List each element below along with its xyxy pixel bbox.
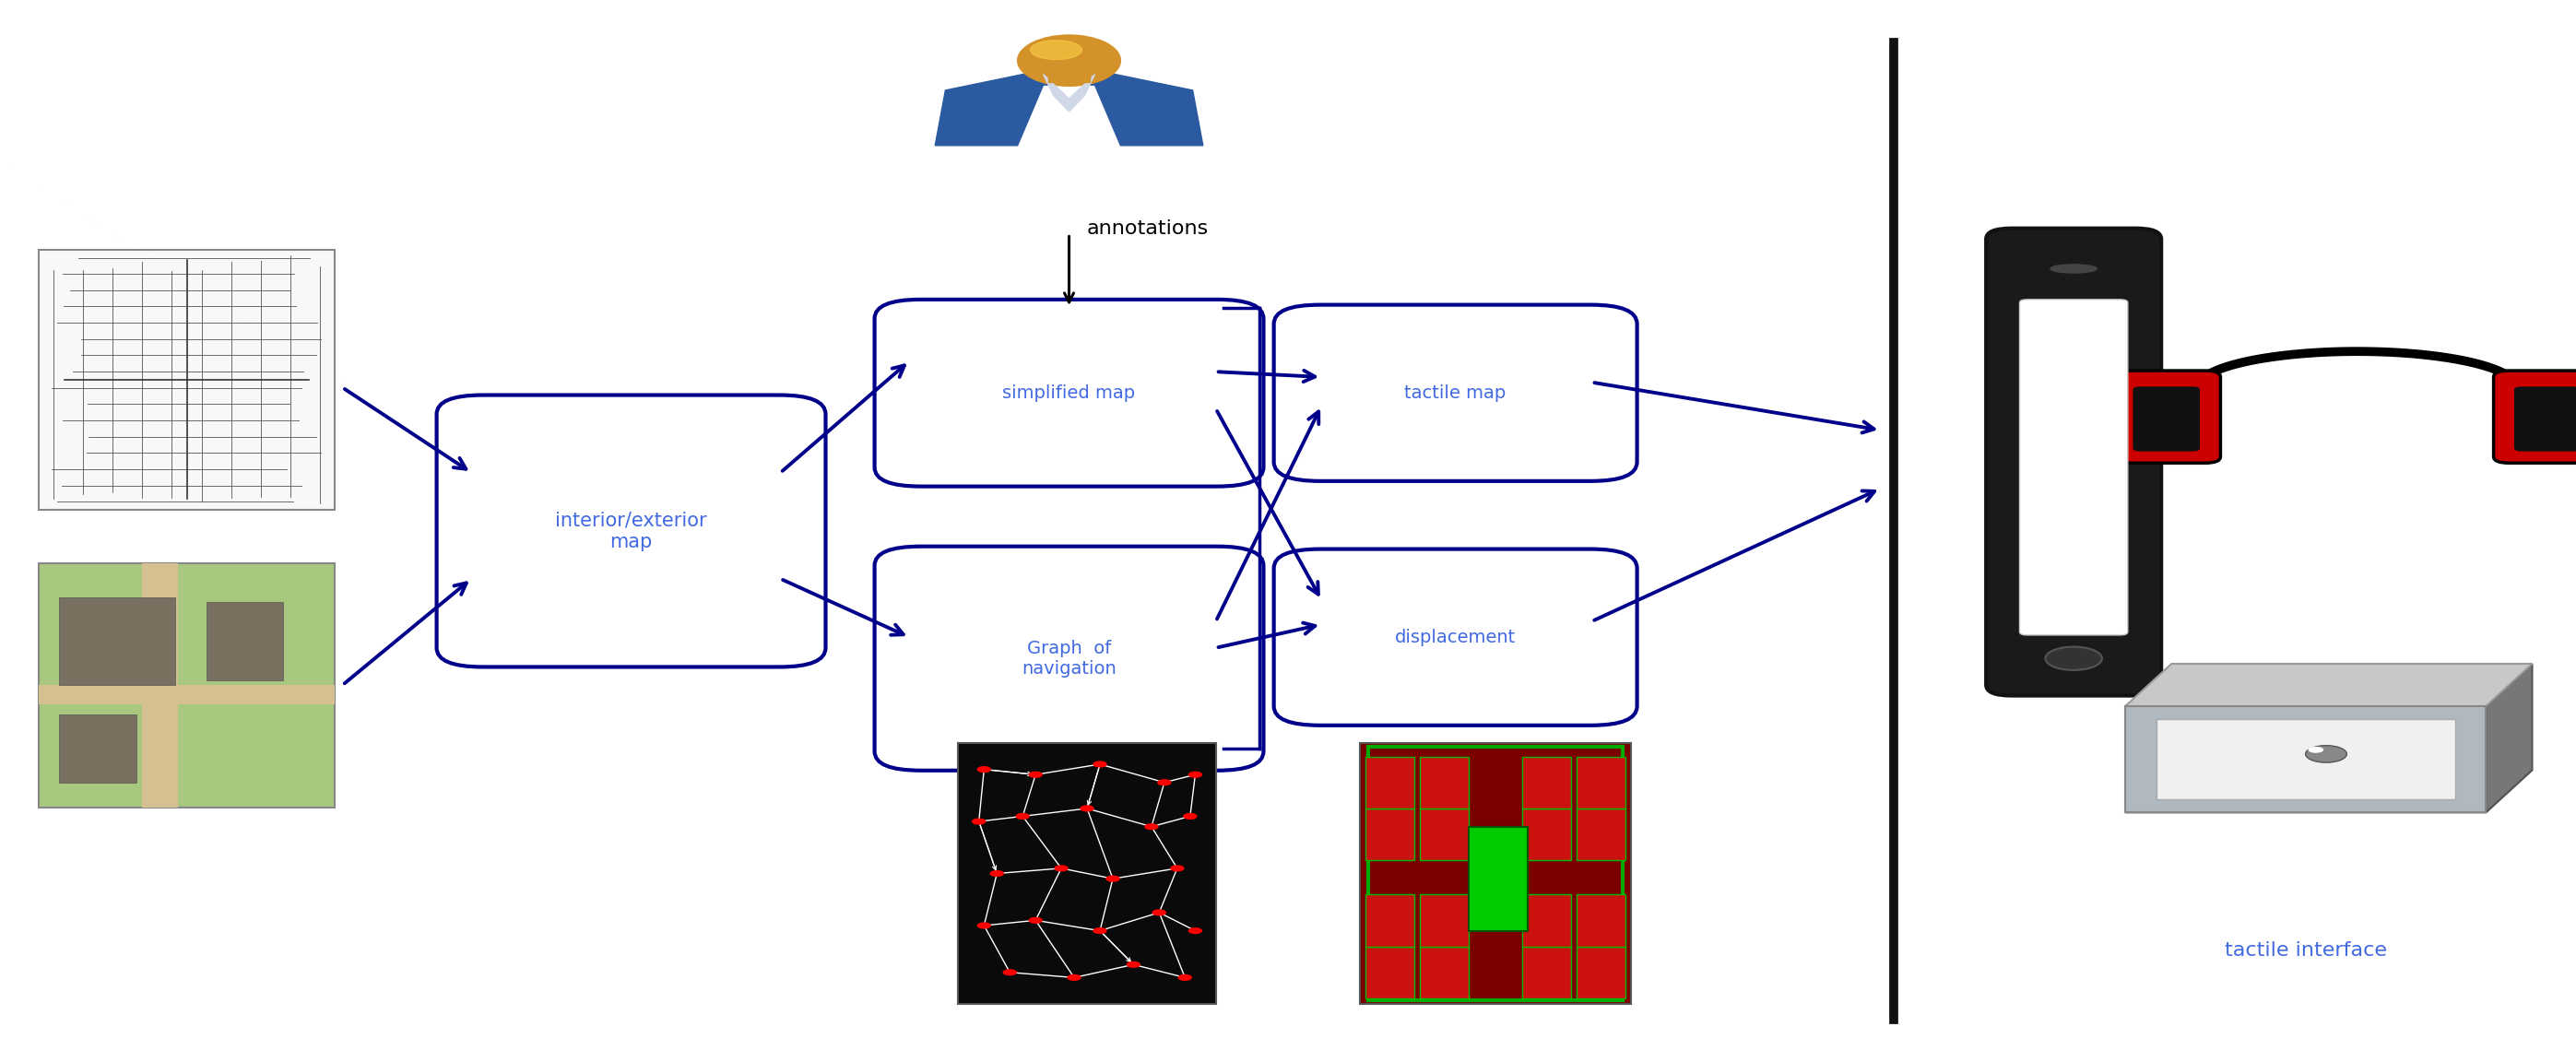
- Bar: [1419, 756, 1468, 808]
- Polygon shape: [2125, 664, 2532, 706]
- Polygon shape: [1043, 74, 1095, 112]
- Ellipse shape: [1018, 35, 1121, 86]
- Circle shape: [1182, 813, 1195, 819]
- FancyBboxPatch shape: [873, 547, 1262, 771]
- Circle shape: [2306, 746, 2347, 763]
- Bar: [1365, 946, 1414, 998]
- Bar: [1368, 747, 1623, 1000]
- Circle shape: [1095, 761, 1105, 767]
- Polygon shape: [2125, 706, 2486, 812]
- Circle shape: [1030, 772, 1041, 777]
- Text: interior/exterior
map: interior/exterior map: [556, 511, 706, 551]
- Circle shape: [1108, 876, 1118, 881]
- Circle shape: [1030, 918, 1041, 923]
- Bar: [1468, 826, 1528, 930]
- Bar: [59, 597, 175, 685]
- Bar: [1522, 756, 1571, 808]
- Text: annotations: annotations: [1087, 219, 1208, 238]
- Bar: [59, 715, 137, 783]
- FancyBboxPatch shape: [438, 395, 824, 667]
- Bar: [1419, 808, 1468, 860]
- Ellipse shape: [2050, 264, 2097, 273]
- Bar: [1365, 756, 1414, 808]
- FancyBboxPatch shape: [1986, 228, 2161, 696]
- Circle shape: [974, 819, 984, 824]
- Bar: [1577, 894, 1625, 946]
- Bar: [1522, 808, 1571, 860]
- FancyBboxPatch shape: [2112, 371, 2221, 463]
- Text: displacement: displacement: [1396, 629, 1515, 646]
- Bar: [1365, 894, 1414, 946]
- Bar: [1522, 894, 1571, 946]
- FancyBboxPatch shape: [2494, 371, 2576, 463]
- Polygon shape: [935, 71, 1203, 145]
- Circle shape: [1018, 813, 1028, 819]
- Circle shape: [1190, 772, 1200, 777]
- Circle shape: [1066, 975, 1079, 980]
- Bar: [2156, 719, 2455, 800]
- Bar: [39, 250, 335, 510]
- FancyBboxPatch shape: [1273, 549, 1636, 725]
- Circle shape: [1159, 780, 1170, 785]
- Circle shape: [1154, 910, 1164, 915]
- Circle shape: [1095, 928, 1105, 933]
- Circle shape: [1180, 975, 1190, 980]
- Bar: [1577, 756, 1625, 808]
- Ellipse shape: [1030, 40, 1082, 59]
- Polygon shape: [2486, 664, 2532, 812]
- Text: tactile map: tactile map: [1404, 384, 1507, 401]
- Circle shape: [1002, 970, 1015, 975]
- Bar: [958, 743, 1216, 1004]
- FancyBboxPatch shape: [2133, 387, 2200, 451]
- Circle shape: [2045, 647, 2102, 670]
- Bar: [1577, 808, 1625, 860]
- Bar: [206, 602, 283, 680]
- Bar: [39, 685, 335, 704]
- Text: simplified map: simplified map: [1002, 384, 1136, 401]
- Bar: [1577, 946, 1625, 998]
- Text: Graph  of
navigation: Graph of navigation: [1023, 639, 1115, 678]
- Polygon shape: [2125, 770, 2532, 812]
- Bar: [1522, 946, 1571, 998]
- Circle shape: [1146, 824, 1159, 829]
- Circle shape: [1082, 806, 1092, 811]
- Circle shape: [979, 923, 989, 928]
- FancyBboxPatch shape: [2020, 299, 2128, 635]
- Bar: [1419, 894, 1468, 946]
- Circle shape: [979, 767, 989, 772]
- Bar: [1365, 808, 1414, 860]
- FancyBboxPatch shape: [873, 299, 1262, 486]
- Circle shape: [989, 871, 1002, 876]
- Text: tactile interface: tactile interface: [2226, 941, 2385, 960]
- Bar: [1419, 946, 1468, 998]
- Circle shape: [1170, 866, 1182, 871]
- Bar: [39, 563, 335, 807]
- Bar: [1048, 63, 1090, 82]
- Circle shape: [1056, 866, 1066, 871]
- FancyBboxPatch shape: [2514, 387, 2576, 451]
- Bar: [1360, 743, 1631, 1004]
- FancyBboxPatch shape: [1273, 305, 1636, 481]
- Bar: [142, 563, 178, 807]
- Circle shape: [2308, 747, 2324, 753]
- Circle shape: [1128, 962, 1139, 967]
- Circle shape: [1190, 928, 1200, 933]
